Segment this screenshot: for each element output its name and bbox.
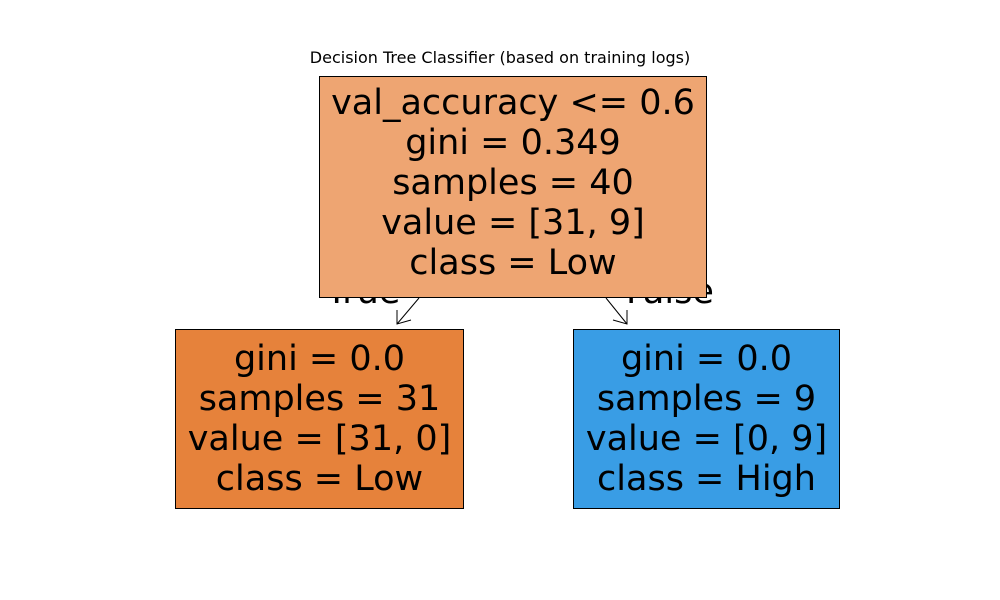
- node-class: class = Low: [215, 459, 424, 499]
- node-split-condition: val_accuracy <= 0.6: [331, 83, 695, 123]
- node-gini: gini = 0.0: [620, 339, 793, 379]
- tree-node-right-leaf: gini = 0.0 samples = 9 value = [0, 9] cl…: [573, 329, 840, 509]
- tree-node-left-leaf: gini = 0.0 samples = 31 value = [31, 0] …: [175, 329, 464, 509]
- node-gini: gini = 0.349: [405, 123, 621, 163]
- node-gini: gini = 0.0: [233, 339, 406, 379]
- node-class: class = High: [597, 459, 816, 499]
- tree-node-root: val_accuracy <= 0.6 gini = 0.349 samples…: [319, 76, 707, 298]
- node-samples: samples = 9: [596, 379, 817, 419]
- node-class: class = Low: [409, 243, 617, 283]
- node-value: value = [0, 9]: [585, 419, 828, 459]
- node-value: value = [31, 9]: [381, 203, 645, 243]
- node-samples: samples = 31: [198, 379, 441, 419]
- node-value: value = [31, 0]: [187, 419, 452, 459]
- chart-title: Decision Tree Classifier (based on train…: [309, 48, 691, 67]
- edge-false: [605, 297, 628, 325]
- node-samples: samples = 40: [392, 163, 634, 203]
- edge-true: [396, 297, 420, 325]
